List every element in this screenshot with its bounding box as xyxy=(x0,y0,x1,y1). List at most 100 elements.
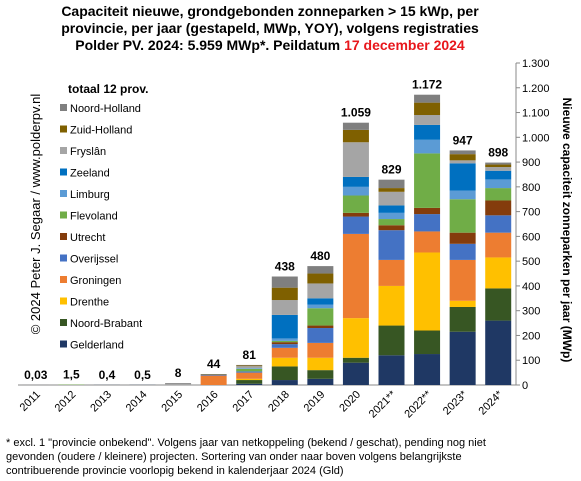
x-tick-label: 2016 xyxy=(195,389,221,415)
total-label: 0,4 xyxy=(99,368,116,382)
bar-segment xyxy=(414,214,441,232)
bar-segment xyxy=(414,115,441,125)
bar-segment xyxy=(200,375,227,385)
bar-segment xyxy=(449,150,476,155)
legend-swatch xyxy=(60,297,67,305)
legend-swatch xyxy=(60,190,67,197)
bar-segment xyxy=(449,300,476,307)
bar-segment xyxy=(200,374,227,376)
y-tick-label: 1.300 xyxy=(522,58,550,70)
bar-segment xyxy=(307,283,334,299)
x-tick-label: 2018 xyxy=(266,389,292,415)
bar-segment xyxy=(271,357,298,367)
bar-segment xyxy=(236,368,263,372)
bar-segment xyxy=(485,320,512,385)
legend-label: Limburg xyxy=(70,189,110,201)
bar-segment xyxy=(271,276,298,288)
legend-swatch xyxy=(60,340,67,348)
y-tick-label: 500 xyxy=(522,256,540,268)
legend-swatch xyxy=(60,254,67,262)
y-tick-label: 400 xyxy=(522,281,540,293)
bar-segment xyxy=(449,243,476,260)
bar-segment xyxy=(485,179,512,189)
bar-segment xyxy=(378,285,405,326)
bar-segment xyxy=(271,338,298,341)
x-tick-label: 2023* xyxy=(441,388,470,417)
bar-segment xyxy=(342,195,369,213)
bar-segment xyxy=(449,163,476,191)
legend-swatch xyxy=(60,104,67,111)
bar-segment xyxy=(271,366,298,381)
bar-segment xyxy=(307,273,334,284)
bar-segment xyxy=(342,357,369,363)
chart-title: Polder PV. 2024: 5.959 MWp*. Peildatum xyxy=(75,37,340,53)
bar-segment xyxy=(236,380,263,384)
legend-label: Overijssel xyxy=(70,254,118,266)
bar-segment xyxy=(307,378,334,385)
total-label: 480 xyxy=(310,249,330,263)
y-tick-label: 600 xyxy=(522,231,540,243)
bar-segment xyxy=(378,191,405,206)
bar-segment xyxy=(414,330,441,355)
y-tick-label: 200 xyxy=(522,330,540,342)
legend-label: Zeeland xyxy=(70,168,110,180)
bar-segment xyxy=(414,94,441,103)
x-tick-label: 2019 xyxy=(302,389,328,415)
bar-segment xyxy=(485,257,512,289)
bar-segment xyxy=(449,306,476,332)
bar-segment xyxy=(236,371,263,373)
bar-segment xyxy=(414,153,441,208)
bar-segment xyxy=(307,357,334,371)
legend-title: totaal 12 prov. xyxy=(68,82,148,96)
y-tick-label: 800 xyxy=(522,182,540,194)
bar-segment xyxy=(342,216,369,234)
bar-segment xyxy=(342,122,369,130)
bar-segment xyxy=(342,318,369,358)
bar-segment xyxy=(485,288,512,321)
x-tick-label: 2021** xyxy=(367,388,399,420)
total-label: 898 xyxy=(488,146,508,160)
bar-segment xyxy=(414,139,441,154)
bar-segment xyxy=(485,200,512,216)
bar-segment xyxy=(449,259,476,301)
bar-segment xyxy=(342,186,369,196)
total-label: 947 xyxy=(453,133,473,147)
bar-segment xyxy=(449,154,476,161)
total-label: 438 xyxy=(275,260,295,274)
x-tick-label: 2011 xyxy=(18,389,43,414)
title-date: 17 december 2024 xyxy=(344,37,465,53)
bar-segment xyxy=(342,129,369,143)
bar-segment xyxy=(378,225,405,231)
y-tick-label: 1.000 xyxy=(522,132,550,144)
total-label: 0,03 xyxy=(24,368,48,382)
bar-segment xyxy=(236,365,263,367)
legend-label: Gelderland xyxy=(70,340,124,352)
footnote: * excl. 1 "provincie onbekend". Volgens … xyxy=(6,437,486,449)
x-tick-label: 2013 xyxy=(88,389,114,415)
bar-segment xyxy=(342,176,369,187)
bar-segment xyxy=(271,347,298,358)
bar-segment xyxy=(378,259,405,286)
bar-segment xyxy=(307,328,334,343)
bar-segment xyxy=(236,368,263,369)
x-tick-label: 2014 xyxy=(124,389,150,415)
bar-segment xyxy=(271,300,298,315)
chart-title: provincie, per jaar (gestapeld, MWp, YOY… xyxy=(61,20,479,36)
bar-segment xyxy=(414,231,441,253)
bar-segment xyxy=(449,190,476,200)
bar-segment xyxy=(378,205,405,213)
bar-segment xyxy=(378,325,405,356)
y-tick-label: 1.200 xyxy=(522,83,550,95)
bar-segment xyxy=(414,354,441,385)
bar-segment xyxy=(414,124,441,140)
y-tick-label: 700 xyxy=(522,207,540,219)
chart-title: Polder PV. 2024: 5.959 MWp*. Peildatum 17… xyxy=(75,37,465,53)
bar-segment xyxy=(236,383,263,385)
legend-label: Noord-Holland xyxy=(70,103,141,115)
bar-segment xyxy=(307,298,334,305)
total-label: 1,5 xyxy=(63,368,80,382)
x-tick-label: 2022** xyxy=(402,388,434,420)
x-tick-label: 2017 xyxy=(231,389,257,415)
bar-segment xyxy=(165,383,192,385)
